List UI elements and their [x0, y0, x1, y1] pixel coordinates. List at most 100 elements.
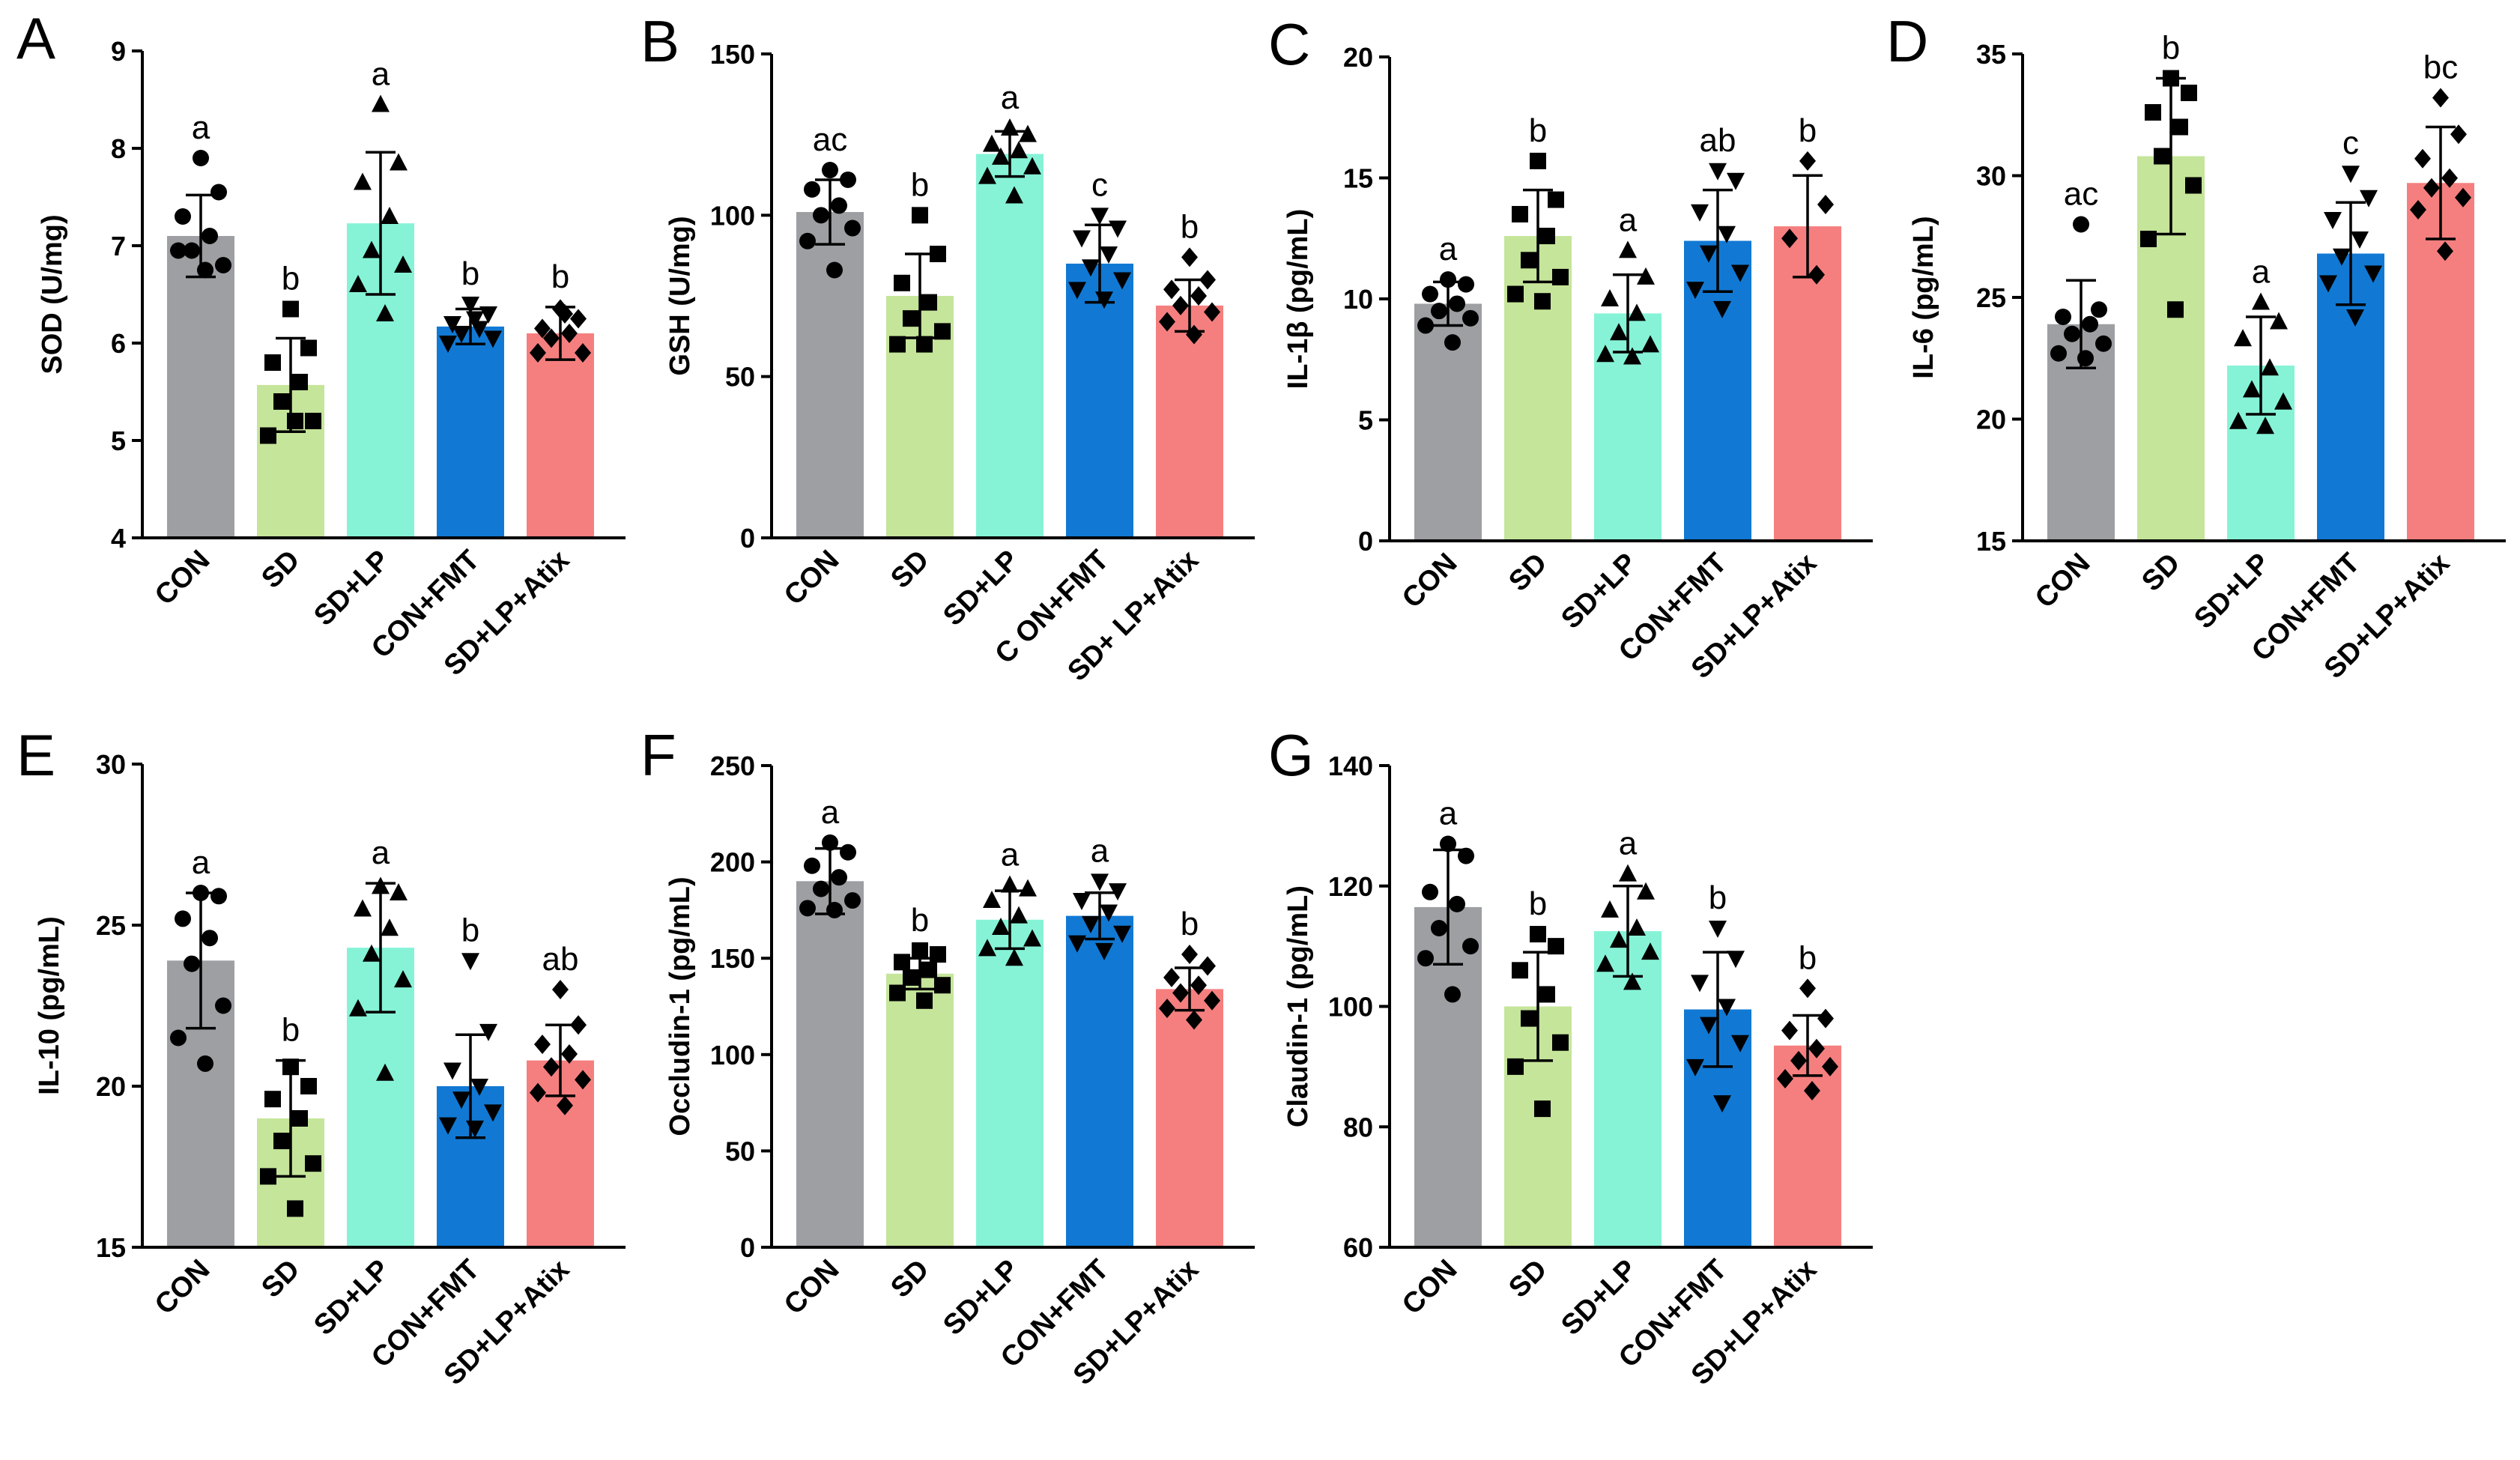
data-point	[1204, 990, 1220, 1011]
data-point	[291, 374, 308, 390]
data-point	[2432, 88, 2449, 108]
data-point	[1731, 264, 1749, 282]
data-point	[1596, 954, 1614, 972]
panel-e: EaCONbSDaSD+LPbCON+FMTabSD+LP+Atix152025…	[16, 722, 626, 1391]
category-label: SD	[885, 545, 935, 595]
data-point	[1727, 951, 1745, 969]
data-point	[394, 255, 412, 273]
data-point	[2319, 275, 2337, 293]
category-label: SD+LP	[1555, 1254, 1643, 1342]
data-point	[461, 953, 479, 971]
significance-label: ac	[813, 121, 847, 158]
y-tick-label: 60	[1343, 1232, 1373, 1263]
data-point	[1530, 152, 1546, 169]
significance-label: a	[1091, 832, 1109, 869]
category-label: CON	[778, 1254, 845, 1321]
y-tick-label: 100	[710, 200, 755, 231]
significance-label: a	[372, 834, 390, 871]
data-point	[1808, 264, 1825, 285]
category-label: CON	[1396, 548, 1463, 614]
data-point	[826, 261, 843, 279]
data-point	[930, 246, 946, 263]
data-point	[1204, 302, 1220, 322]
significance-label: ac	[2064, 176, 2098, 213]
data-point	[1628, 303, 1646, 321]
category-label: CON	[2029, 548, 2096, 614]
data-point	[2185, 177, 2202, 194]
data-point	[484, 1104, 502, 1122]
data-point	[1641, 942, 1659, 960]
y-tick-label: 140	[1328, 751, 1373, 781]
data-point	[1458, 847, 1474, 864]
data-point	[840, 171, 856, 188]
data-point	[170, 1029, 187, 1046]
y-tick-label: 150	[710, 943, 755, 974]
significance-label: b	[1799, 112, 1817, 149]
data-point	[1462, 938, 1479, 955]
data-point	[1172, 295, 1189, 315]
category-label: SD+LP	[1555, 548, 1643, 635]
data-point	[1005, 948, 1023, 966]
data-point	[575, 343, 591, 363]
data-point	[813, 207, 829, 224]
bar-sd-lp-atix	[527, 333, 594, 538]
data-point	[439, 336, 457, 353]
data-point	[1709, 921, 1727, 939]
y-tick-label: 8	[111, 133, 126, 164]
data-point	[2229, 411, 2247, 429]
data-point	[978, 166, 996, 184]
significance-label: a	[372, 56, 390, 93]
data-point	[530, 343, 546, 363]
panel-g: GaCONbSDaSD+LPbCON+FMTbSD+LP+Atix6080100…	[1268, 722, 1873, 1391]
data-point	[1449, 895, 1465, 912]
data-point	[300, 1078, 317, 1094]
data-point	[1596, 345, 1614, 363]
y-tick-label: 100	[1328, 992, 1373, 1023]
data-point	[2351, 231, 2369, 249]
data-point	[2274, 392, 2292, 410]
data-point	[372, 876, 390, 894]
data-point	[1431, 920, 1447, 937]
data-point	[1109, 220, 1127, 238]
data-point	[381, 207, 399, 224]
bar-sd-lp-atix	[1156, 989, 1223, 1247]
data-point	[903, 310, 919, 327]
data-point	[1440, 835, 1456, 852]
bar-con	[167, 236, 234, 538]
data-point	[1718, 225, 1736, 243]
significance-label: b	[1529, 885, 1547, 922]
data-point	[1181, 945, 1198, 965]
data-point	[543, 1057, 560, 1077]
data-point	[557, 1095, 573, 1115]
data-point	[1781, 1020, 1798, 1041]
data-point	[1073, 893, 1091, 911]
data-point	[799, 232, 816, 249]
data-point	[1822, 1056, 1838, 1076]
data-point	[1440, 271, 1456, 288]
significance-label: b	[1709, 879, 1727, 916]
category-label: SD	[255, 545, 306, 595]
data-point	[934, 323, 951, 340]
data-point	[1507, 1058, 1524, 1075]
data-point	[1095, 291, 1113, 309]
y-tick-label: 15	[1343, 163, 1373, 194]
data-point	[930, 946, 946, 963]
data-point	[291, 1110, 308, 1127]
significance-label: a	[1001, 836, 1020, 873]
data-point	[300, 339, 317, 357]
data-point	[1817, 195, 1834, 215]
data-point	[349, 999, 367, 1017]
data-point	[1808, 1038, 1825, 1058]
data-point	[1512, 962, 1528, 979]
data-point	[1628, 918, 1646, 936]
data-point	[2140, 231, 2157, 247]
data-point	[282, 300, 299, 318]
y-tick-label: 0	[740, 1232, 755, 1263]
significance-label: b	[551, 258, 569, 295]
data-point	[2270, 312, 2288, 330]
data-point	[1817, 1008, 1834, 1029]
data-point	[452, 326, 470, 343]
data-point	[1159, 999, 1175, 1019]
data-point	[273, 1133, 290, 1150]
